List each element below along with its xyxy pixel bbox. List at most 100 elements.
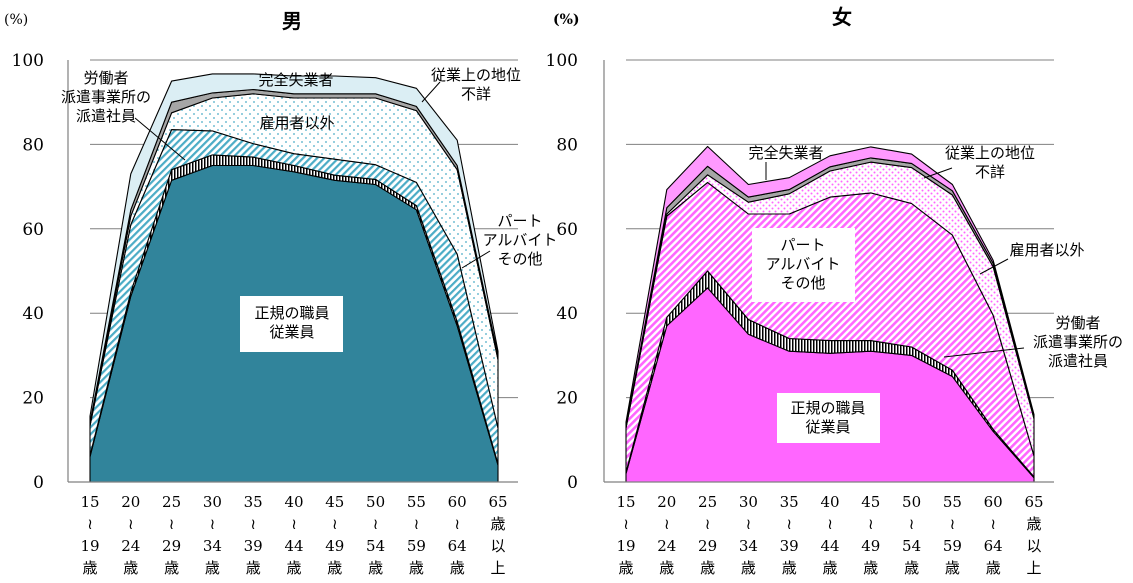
male-label-nonemployee: 雇用者以外: [259, 114, 334, 132]
female-x-tick-label: ≀: [623, 515, 629, 533]
male-label-dispatch: 労働者派遣事業所の派遣社員: [61, 69, 151, 125]
female-x-tick-label: 30: [739, 493, 758, 511]
female-label-dispatch-line: 労働者: [1055, 314, 1100, 332]
female-x-tick-label: ≀: [786, 515, 792, 533]
male-label-parttime-line: パート: [497, 212, 542, 230]
female-x-ticks: 15 ≀ 19 歳 20 ≀ 24 歳 25 ≀ 29 歳 30 ≀ 34 歳 35 ≀ 39 歳 40 ≀ 44 歳 45 ≀ 4…: [616, 493, 1043, 577]
male-x-tick-label: 歳: [327, 559, 342, 577]
male-x-tick-label: ≀: [454, 515, 460, 533]
male-x-ticks: 15 ≀ 19 歳 20 ≀ 24 歳 25 ≀ 29 歳 30 ≀ 34 歳 35 ≀ 39 歳 40 ≀ 44 歳 45 ≀ 4…: [80, 493, 507, 577]
female-x-tick-label: 39: [780, 537, 799, 555]
male-x-tick-label: 上: [490, 559, 505, 577]
male-x-tick-label: 20: [121, 493, 140, 511]
female-y-tick-label: 40: [556, 304, 578, 324]
female-label-parttime-line: アルバイト: [766, 255, 841, 273]
female-label-dispatch: 労働者派遣事業所の派遣社員: [1033, 314, 1123, 370]
female-x-tick-label: ≀: [909, 515, 915, 533]
female-label-unemployed-line: 完全失業者: [748, 144, 823, 162]
male-label-parttime-line: その他: [497, 250, 542, 268]
female-y-ticks: 0 20 40 60 80 100: [546, 51, 578, 493]
female-y-tick-label: 100: [546, 51, 578, 71]
female-x-tick-label: 40: [820, 493, 839, 511]
female-label-nonemployee: 雇用者以外: [1009, 241, 1084, 259]
male-y-tick-label: 100: [12, 51, 44, 71]
male-x-tick-label: 24: [121, 537, 140, 555]
male-label-dispatch-line: 派遣社員: [76, 107, 136, 125]
male-x-tick-label: 64: [448, 537, 467, 555]
female-x-tick-label: 49: [861, 537, 880, 555]
female-x-tick-label: 65: [1024, 493, 1043, 511]
male-x-tick-label: 40: [284, 493, 303, 511]
male-x-tick-label: 19: [80, 537, 99, 555]
male-x-tick-label: ≀: [250, 515, 256, 533]
male-x-tick-label: 59: [407, 537, 426, 555]
male-label-parttime: パートアルバイトその他: [483, 212, 558, 268]
female-x-tick-label: ≀: [868, 515, 874, 533]
male-axes: [67, 60, 518, 483]
female-x-tick-label: ≀: [950, 515, 956, 533]
male-label-unemployed: 完全失業者: [258, 71, 333, 89]
female-label-parttime: パートアルバイトその他: [766, 236, 841, 292]
female-x-tick-label: 50: [902, 493, 921, 511]
female-x-tick-label: 24: [657, 537, 676, 555]
male-x-tick-label: 45: [325, 493, 344, 511]
female-x-tick-label: 上: [1026, 559, 1041, 577]
female-y-tick-label: 20: [556, 389, 578, 409]
male-x-tick-label: 以: [490, 537, 505, 555]
male-x-tick-label: 34: [203, 537, 222, 555]
female-label-regular-line: 正規の職員: [790, 399, 865, 417]
female-label-regular-bg: [777, 393, 880, 443]
female-x-tick-label: 歳: [782, 559, 797, 577]
female-label-parttime-bg: [752, 228, 855, 302]
female-label-unknown-line: 不詳: [975, 163, 1005, 181]
female-x-tick-label: 19: [616, 537, 635, 555]
female-label-unknown: 従業上の地位不詳: [945, 144, 1035, 181]
female-label-regular-line: 従業員: [805, 418, 850, 436]
female-y-tick-label: 60: [556, 220, 578, 240]
female-x-tick-label: 歳: [618, 559, 633, 577]
male-y-tick-label: 20: [22, 389, 44, 409]
male-label-dispatch-line: 派遣事業所の: [61, 88, 151, 106]
male-x-tick-label: ≀: [169, 515, 175, 533]
female-axes: [603, 60, 1054, 483]
male-x-tick-label: 29: [162, 537, 181, 555]
male-x-tick-label: 30: [203, 493, 222, 511]
female-x-tick-label: 20: [657, 493, 676, 511]
female-label-nonemployee-leader: [979, 258, 1009, 275]
male-x-tick-label: 55: [407, 493, 426, 511]
female-x-tick-label: 35: [780, 493, 799, 511]
female-x-tick-label: ≀: [746, 515, 752, 533]
male-x-tick-label: 歳: [286, 559, 301, 577]
female-x-tick-label: 歳: [904, 559, 919, 577]
female-y-unit: (%): [553, 12, 580, 28]
male-x-tick-label: 歳: [490, 515, 505, 533]
male-x-tick-label: 35: [244, 493, 263, 511]
female-x-tick-label: ≀: [990, 515, 996, 533]
female-x-tick-label: 25: [698, 493, 717, 511]
male-x-tick-label: 65: [488, 493, 507, 511]
male-chart-title: 男: [282, 9, 302, 33]
male-x-tick-label: 50: [366, 493, 385, 511]
female-label-unknown-line: 従業上の地位: [945, 144, 1035, 162]
female-area-series-5: [625, 145, 1035, 427]
male-x-tick-label: 歳: [123, 559, 138, 577]
female-x-tick-label: 29: [698, 537, 717, 555]
male-x-tick-label: ≀: [291, 515, 297, 533]
male-x-tick-label: 歳: [450, 559, 465, 577]
male-label-unknown-line: 不詳: [461, 85, 491, 103]
male-area-series-5: [89, 73, 499, 424]
male-label-dispatch-line: 労働者: [83, 69, 128, 87]
male-x-tick-label: ≀: [87, 515, 93, 533]
male-x-tick-label: 49: [325, 537, 344, 555]
female-x-tick-label: 45: [861, 493, 880, 511]
female-x-tick-label: ≀: [705, 515, 711, 533]
male-x-tick-label: 39: [244, 537, 263, 555]
male-y-ticks: 0 20 40 60 80 100: [12, 51, 44, 493]
male-x-tick-label: 歳: [368, 559, 383, 577]
female-y-tick-label: 0: [567, 473, 578, 493]
female-label-regular: 正規の職員従業員: [790, 399, 865, 436]
female-x-tick-label: 59: [943, 537, 962, 555]
female-y-tick-label: 80: [556, 135, 578, 155]
male-x-tick-label: 15: [80, 493, 99, 511]
